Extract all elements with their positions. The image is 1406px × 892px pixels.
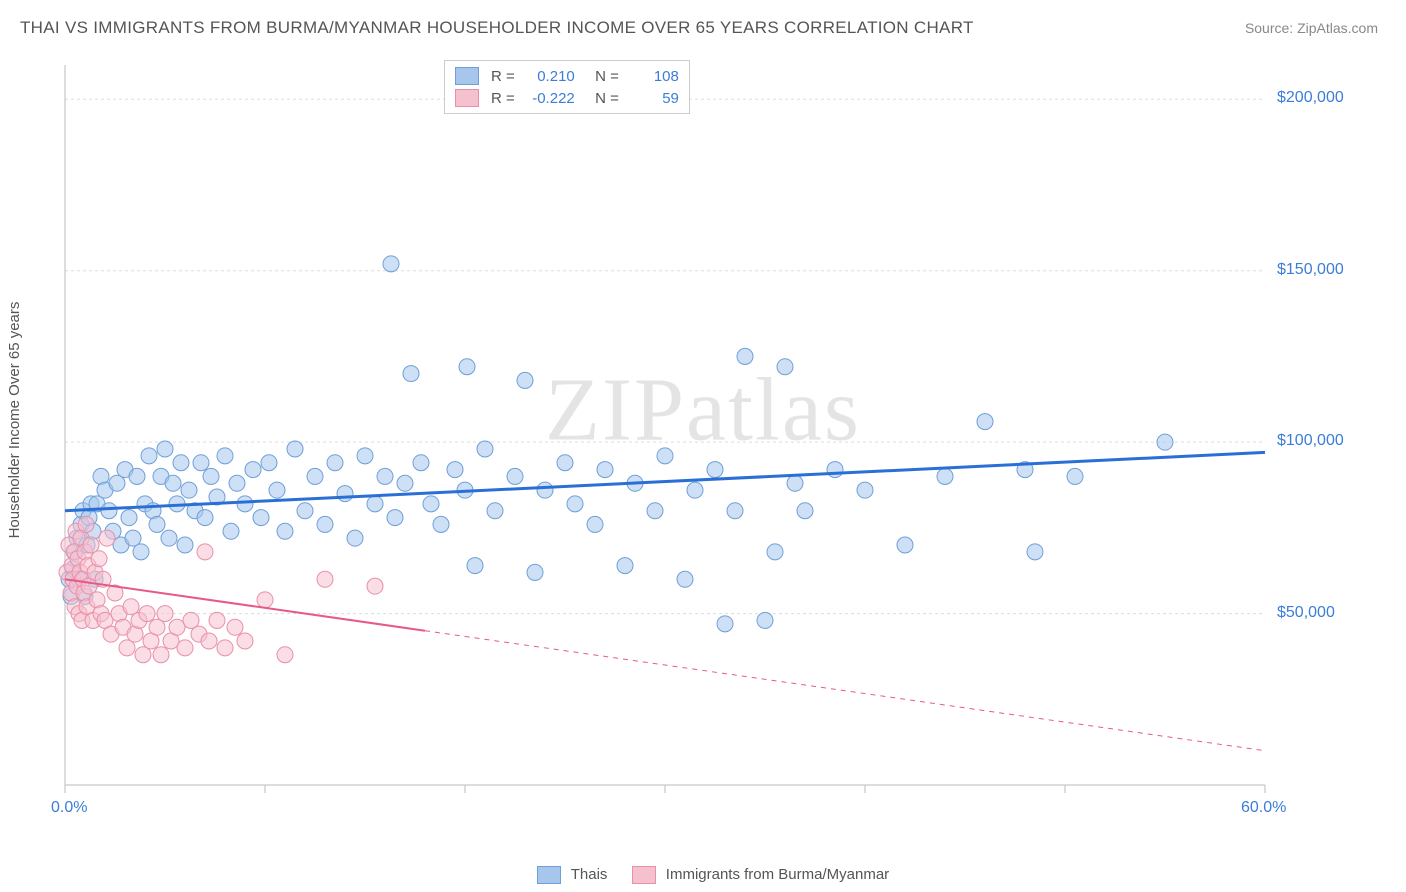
n-value-thais: 108 xyxy=(627,68,679,85)
source-label: Source: ZipAtlas.com xyxy=(1245,20,1378,36)
swatch-burma xyxy=(632,866,656,884)
swatch-thais xyxy=(455,67,479,85)
legend-label-thais: Thais xyxy=(571,866,608,883)
stats-legend: R = 0.210 N = 108 R = -0.222 N = 59 xyxy=(444,60,690,114)
y-tick-label: $50,000 xyxy=(1277,604,1335,622)
r-label: R = xyxy=(491,90,515,107)
legend-label-burma: Immigrants from Burma/Myanmar xyxy=(666,866,889,883)
r-value-burma: -0.222 xyxy=(523,90,575,107)
series-legend: Thais Immigrants from Burma/Myanmar xyxy=(0,866,1406,884)
n-label: N = xyxy=(587,90,619,107)
y-axis-label: Householder Income Over 65 years xyxy=(6,302,23,539)
r-value-thais: 0.210 xyxy=(523,68,575,85)
y-tick-label: $100,000 xyxy=(1277,432,1344,450)
scatter-plot xyxy=(55,55,1375,835)
swatch-burma xyxy=(455,89,479,107)
y-tick-label: $200,000 xyxy=(1277,89,1344,107)
n-value-burma: 59 xyxy=(627,90,679,107)
x-tick-label: 60.0% xyxy=(1241,799,1286,817)
y-tick-label: $150,000 xyxy=(1277,261,1344,279)
x-tick-label: 0.0% xyxy=(51,799,87,817)
swatch-thais xyxy=(537,866,561,884)
chart-area xyxy=(55,55,1375,835)
n-label: N = xyxy=(587,68,619,85)
r-label: R = xyxy=(491,68,515,85)
stats-row-thais: R = 0.210 N = 108 xyxy=(445,65,689,87)
stats-row-burma: R = -0.222 N = 59 xyxy=(445,87,689,109)
chart-title: THAI VS IMMIGRANTS FROM BURMA/MYANMAR HO… xyxy=(20,18,974,38)
